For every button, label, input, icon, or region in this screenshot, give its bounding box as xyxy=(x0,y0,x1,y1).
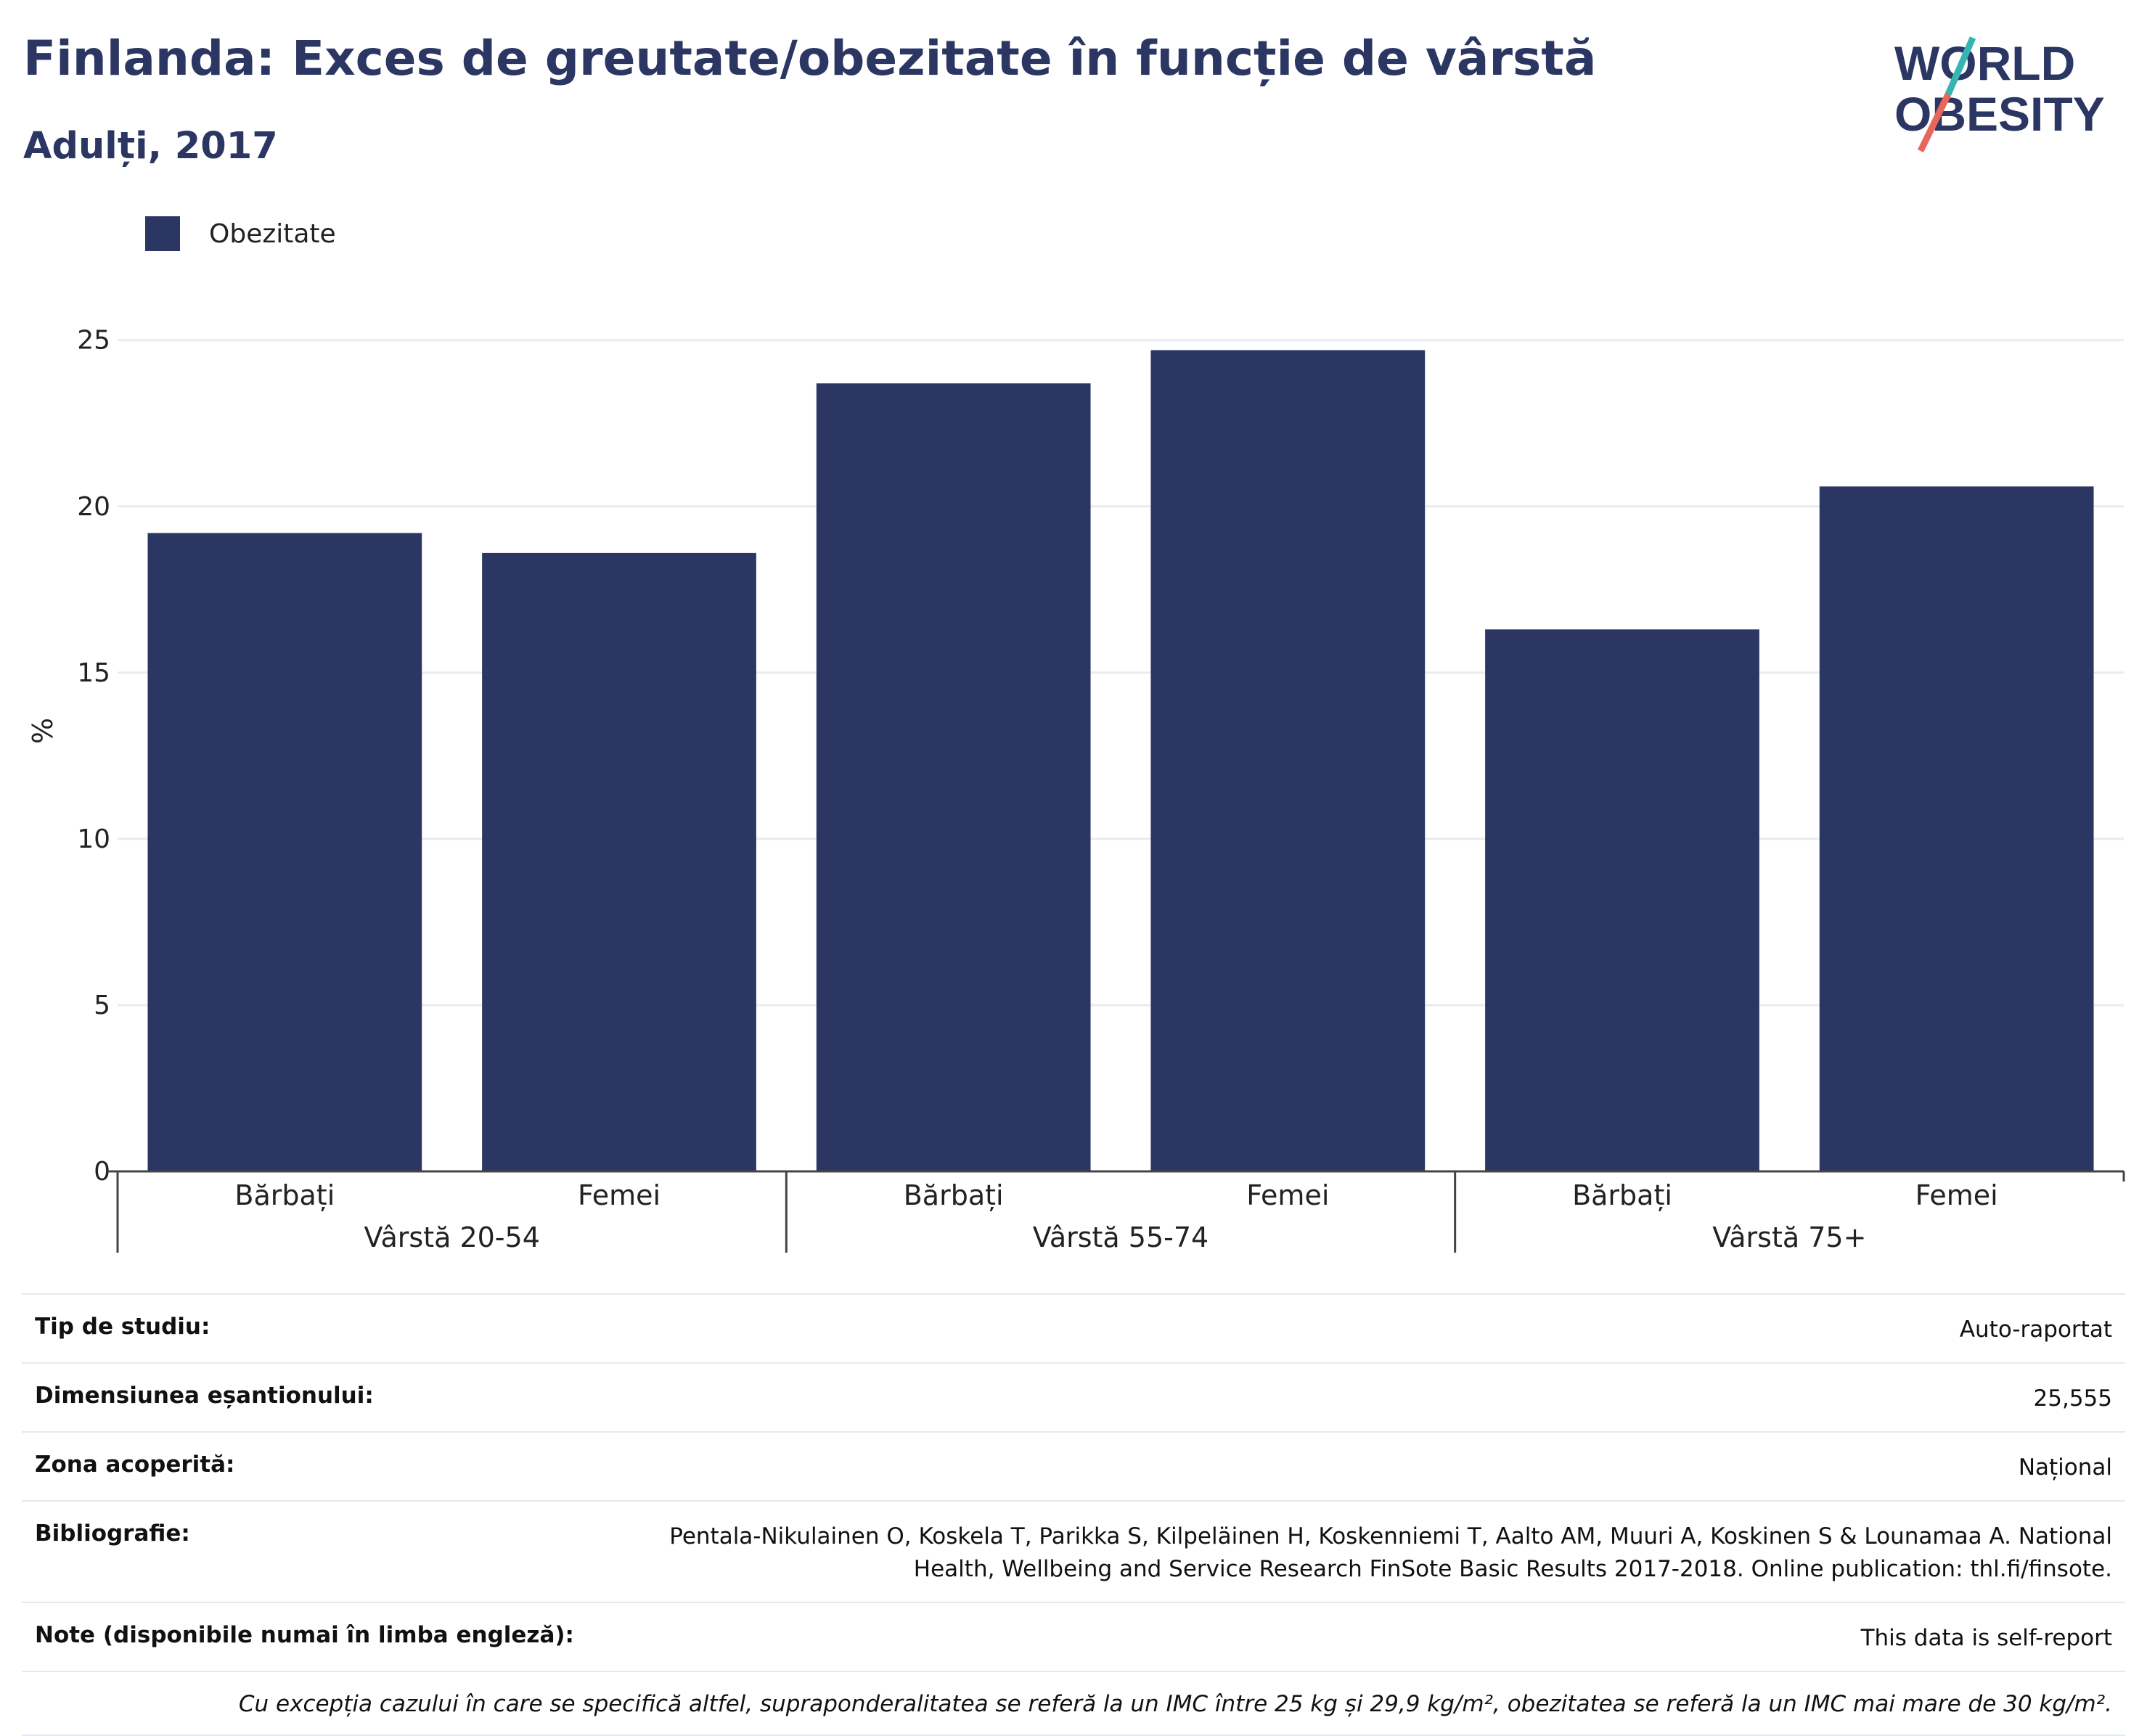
chart-subtitle: Adulți, 2017 xyxy=(23,125,278,168)
info-value: Național xyxy=(2018,1454,2112,1481)
world-obesity-logo: WORLD OBESITY xyxy=(1894,36,2105,152)
bar xyxy=(482,552,756,1171)
x-group-label: Vârstă 55-74 xyxy=(1033,1221,1209,1253)
y-tick-label: 10 xyxy=(77,824,110,854)
x-category-label: Femei xyxy=(1246,1179,1329,1211)
info-row-notes: Note (disponibile numai în limba engleză… xyxy=(22,1601,2125,1671)
info-value: This data is self-report xyxy=(1860,1624,2112,1651)
bar xyxy=(1819,486,2094,1171)
info-row-bibliography: Bibliografie: Pentala-Nikulainen O, Kosk… xyxy=(22,1499,2125,1602)
bar xyxy=(816,383,1091,1171)
legend: Obezitate xyxy=(145,216,336,251)
info-row-sample-size: Dimensiunea eșantionului: 25,555 xyxy=(22,1362,2125,1431)
bar xyxy=(1150,350,1426,1171)
x-category-label: Bărbați xyxy=(904,1179,1004,1211)
x-category-label: Bărbați xyxy=(1572,1179,1672,1211)
y-tick-label: 5 xyxy=(94,991,110,1020)
logo-text-world: WORLD xyxy=(1894,36,2075,90)
y-tick-label: 15 xyxy=(77,658,110,688)
x-group-label: Vârstă 75+ xyxy=(1712,1221,1866,1253)
legend-label-obezitate: Obezitate xyxy=(209,218,336,249)
chart-title: Finlanda: Exces de greutate/obezitate în… xyxy=(23,30,1597,86)
x-category-label: Bărbați xyxy=(234,1179,335,1211)
info-value: Pentala-Nikulainen O, Koskela T, Parikka… xyxy=(669,1523,2112,1582)
y-tick-label: 25 xyxy=(77,326,110,356)
info-value: Auto-raportat xyxy=(1959,1317,2112,1343)
bar xyxy=(1485,629,1759,1171)
info-key: Dimensiunea eșantionului: xyxy=(35,1382,374,1409)
bar-chart: 0 5 10 15 20 25% Bărbați Femei Vârstă 20-54 Bărba… xyxy=(27,326,2125,1253)
logo-slash-teal xyxy=(1944,36,1976,96)
info-key: Tip de studiu: xyxy=(35,1314,210,1340)
info-row-coverage: Zona acoperită: Național xyxy=(22,1430,2125,1500)
y-tick-label: 0 xyxy=(94,1157,110,1187)
x-category-label: Femei xyxy=(1915,1179,1998,1211)
info-key: Zona acoperită: xyxy=(35,1451,235,1478)
info-table: Tip de studiu: Auto-raportat Dimensiunea… xyxy=(22,1293,2125,1736)
info-value: 25,555 xyxy=(2033,1385,2112,1412)
logo-slash-coral xyxy=(1917,93,1952,152)
legend-swatch-obezitate xyxy=(145,216,180,251)
info-key: Bibliografie: xyxy=(35,1520,190,1547)
info-key: Note (disponibile numai în limba engleză… xyxy=(35,1621,574,1648)
info-row-study-type: Tip de studiu: Auto-raportat xyxy=(22,1293,2125,1362)
x-category-label: Femei xyxy=(578,1179,661,1211)
x-group-label: Vârstă 20-54 xyxy=(364,1221,539,1253)
y-axis-label: % xyxy=(27,718,59,744)
bar xyxy=(147,533,422,1171)
info-footnote: Cu excepția cazului în care se specifică… xyxy=(22,1670,2125,1736)
y-tick-label: 20 xyxy=(77,492,110,522)
